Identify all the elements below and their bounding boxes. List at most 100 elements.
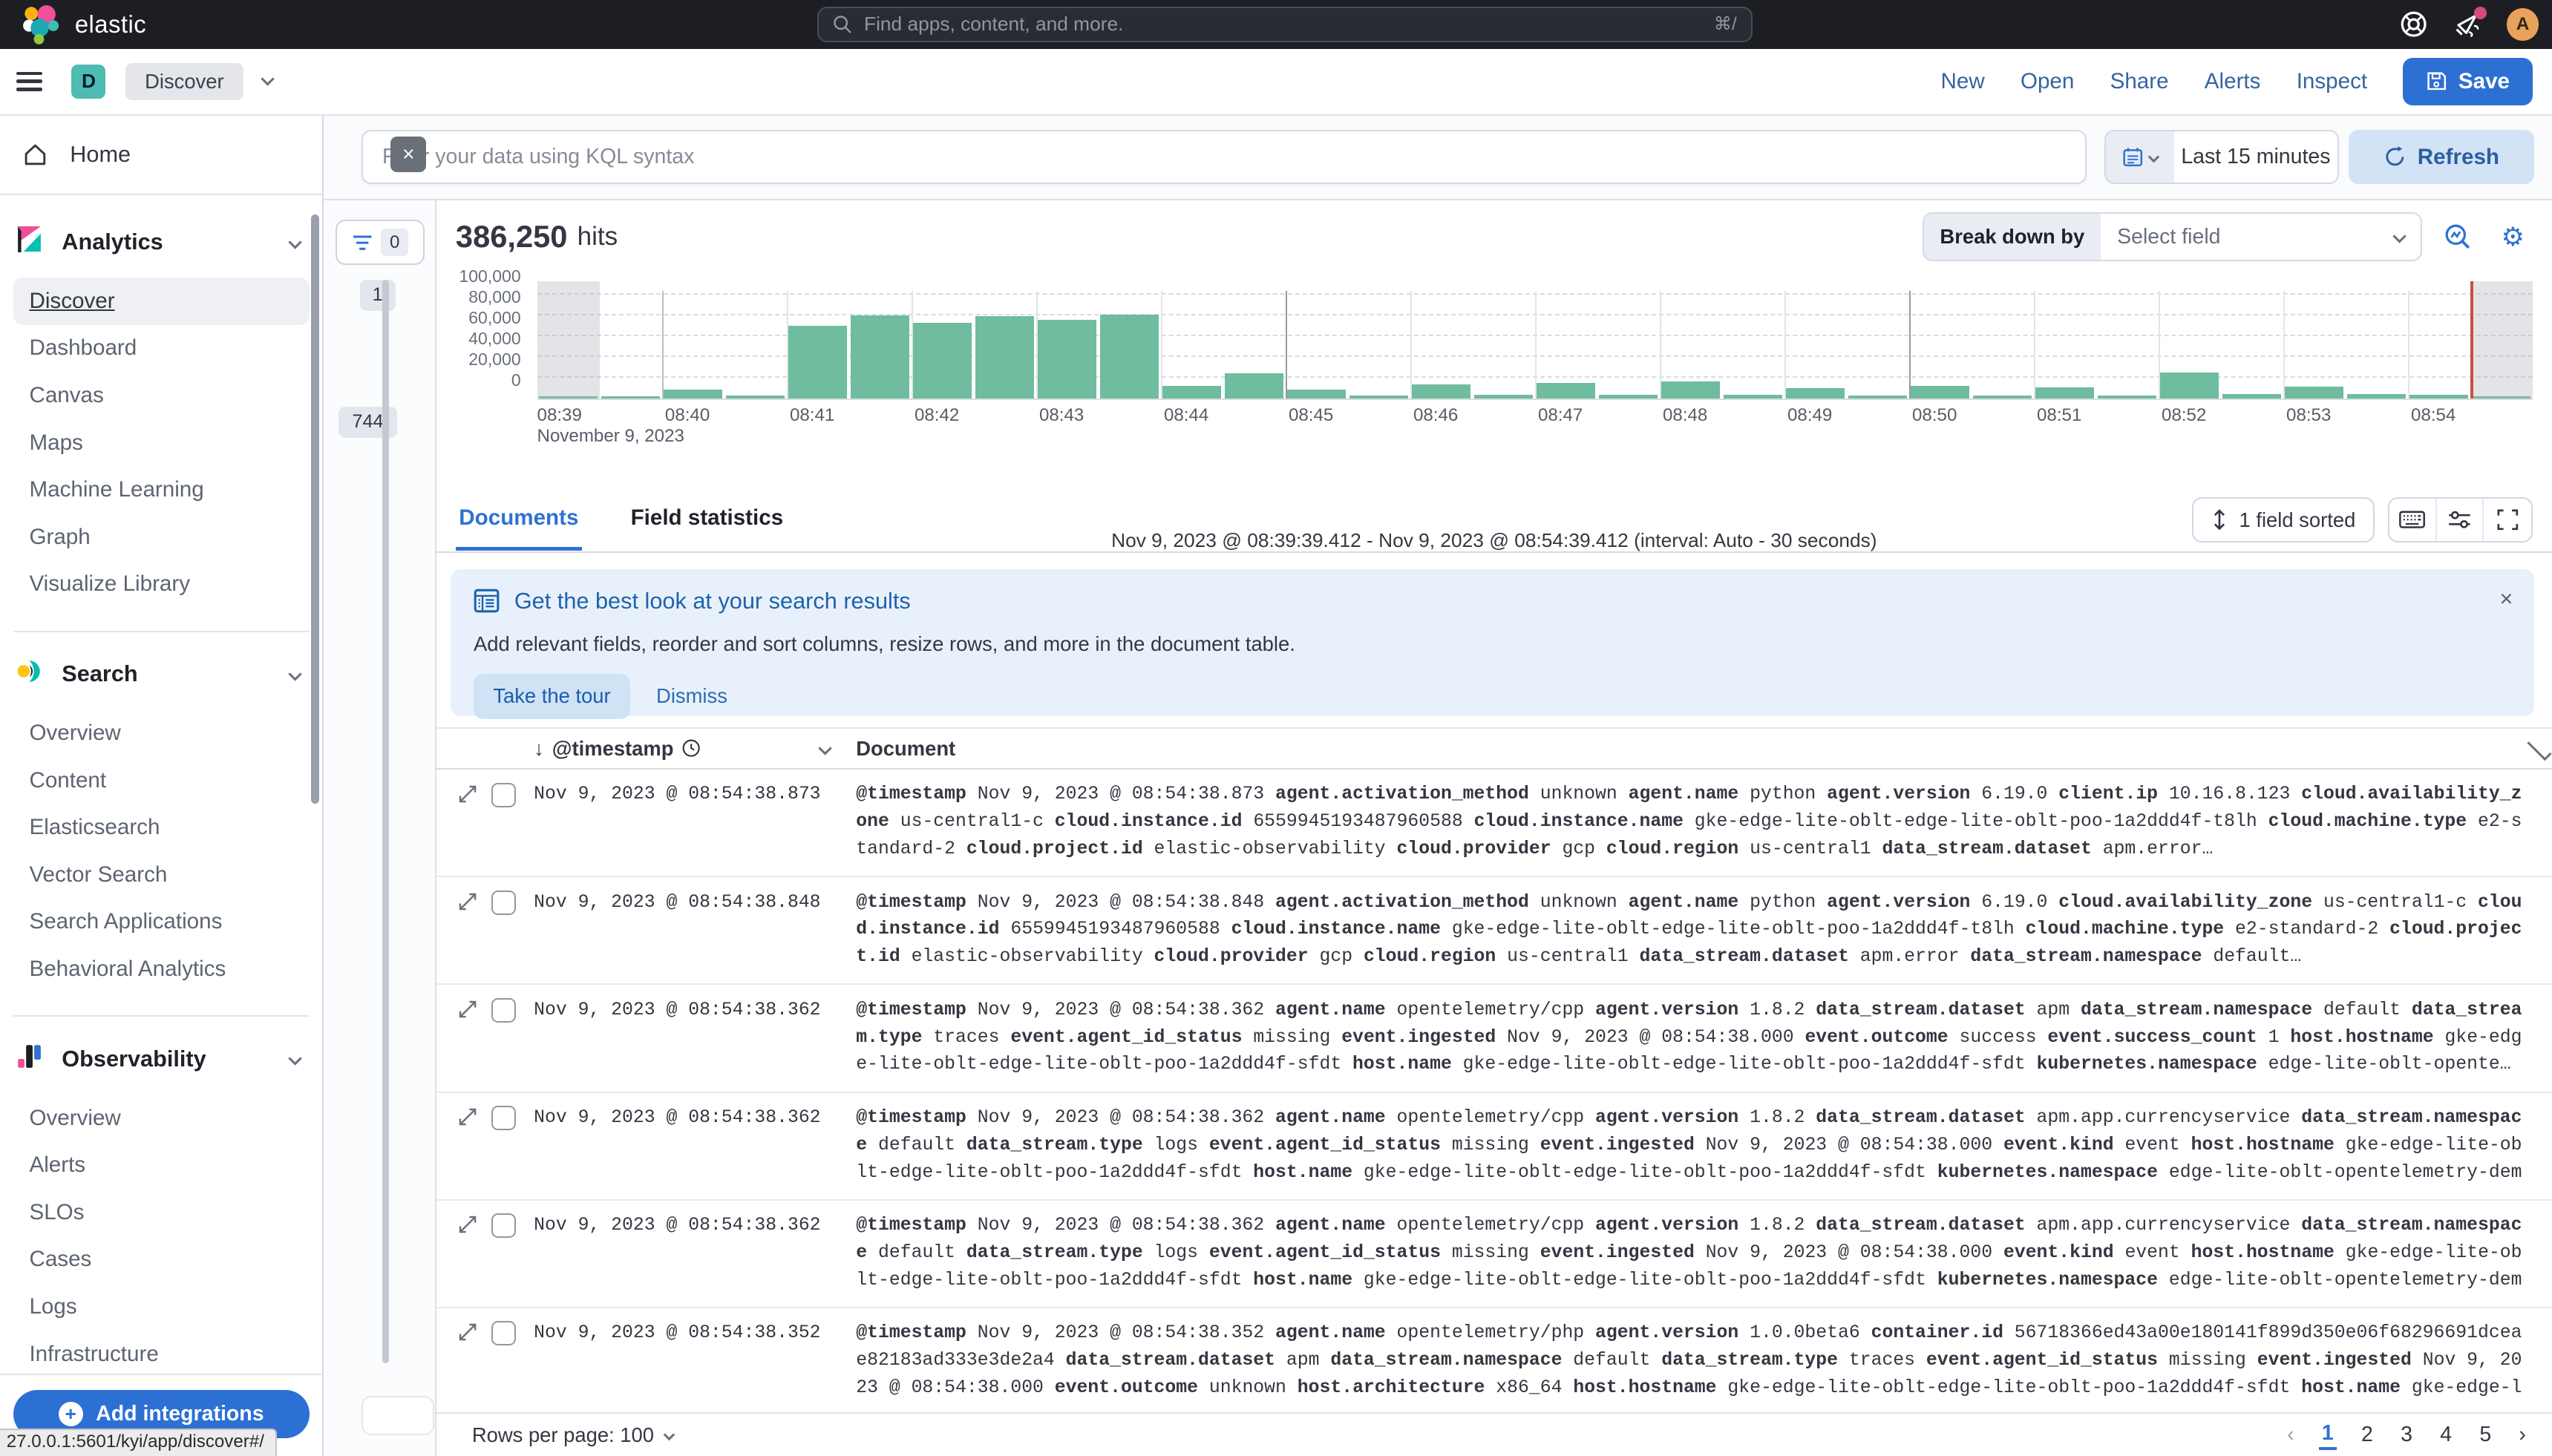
row-document-summary[interactable]: @timestamp Nov 9, 2023 @ 08:54:38.873 ag…: [856, 784, 2522, 860]
time-range-button[interactable]: Last 15 minutes: [2174, 131, 2337, 182]
timestamp-column-header[interactable]: ↓ @timestamp: [534, 737, 856, 761]
sidebar-item-machine-learning[interactable]: Machine Learning: [29, 477, 204, 502]
sidebar-item-slos[interactable]: SLOs: [29, 1199, 85, 1224]
fields-panel-footer-box[interactable]: [361, 1396, 435, 1435]
toolbar-link-new[interactable]: New: [1940, 68, 1985, 94]
chart-bar[interactable]: [2159, 372, 2219, 399]
chart-bar[interactable]: [788, 326, 848, 399]
menu-hamburger-icon[interactable]: [16, 71, 42, 91]
chart-bar[interactable]: [1723, 394, 1783, 399]
chart-bar[interactable]: [912, 322, 972, 399]
row-checkbox[interactable]: [491, 782, 517, 807]
field-filter-button[interactable]: 0: [335, 219, 425, 266]
sidebar-item-dashboard[interactable]: Dashboard: [29, 335, 137, 361]
calendar-button[interactable]: [2106, 131, 2175, 183]
news-icon[interactable]: [2453, 6, 2487, 39]
document-column-header[interactable]: Document: [856, 736, 2552, 761]
refresh-button[interactable]: Refresh: [2348, 130, 2534, 184]
pagination-page-4[interactable]: 4: [2440, 1423, 2453, 1447]
sidebar-item-discover[interactable]: Discover: [13, 278, 310, 325]
pagination-next-icon[interactable]: ›: [2519, 1423, 2526, 1447]
sidebar-item-elasticsearch[interactable]: Elasticsearch: [29, 815, 160, 840]
pagination-page-2[interactable]: 2: [2360, 1423, 2373, 1447]
sidebar-item-vector-search[interactable]: Vector Search: [29, 862, 168, 887]
chart-bar[interactable]: [1162, 385, 1222, 399]
sidebar-item-content[interactable]: Content: [29, 767, 107, 793]
fields-panel-scrollbar[interactable]: [382, 280, 389, 1364]
toolbar-link-alerts[interactable]: Alerts: [2204, 68, 2261, 94]
chart-bar[interactable]: [1785, 387, 1845, 399]
row-checkbox[interactable]: [491, 1106, 517, 1130]
toolbar-link-inspect[interactable]: Inspect: [2296, 68, 2368, 94]
sidebar-item-overview[interactable]: Overview: [29, 1105, 121, 1130]
chart-plot-area[interactable]: [537, 281, 2533, 401]
chart-bar[interactable]: [1224, 373, 1284, 399]
timestamp-column-menu-icon[interactable]: [818, 741, 832, 755]
toolbar-link-share[interactable]: Share: [2110, 68, 2169, 94]
kql-search-input[interactable]: Filter your data using KQL syntax: [361, 130, 2087, 184]
tab-field-statistics[interactable]: Field statistics: [630, 505, 784, 531]
chart-bar[interactable]: [1910, 385, 1970, 399]
user-avatar[interactable]: A: [2506, 7, 2539, 41]
fullscreen-icon[interactable]: [2484, 499, 2531, 541]
chart-bar[interactable]: [2409, 395, 2469, 399]
rows-per-page-button[interactable]: Rows per page: 100: [472, 1423, 675, 1447]
row-document-summary[interactable]: @timestamp Nov 9, 2023 @ 08:54:38.362 ag…: [856, 1106, 2522, 1183]
sidebar-item-visualize-library[interactable]: Visualize Library: [29, 571, 191, 597]
chart-bar[interactable]: [725, 396, 785, 399]
sidebar-item-search-applications[interactable]: Search Applications: [29, 909, 223, 934]
sidebar-section-header-search[interactable]: Search: [13, 652, 310, 709]
expand-document-icon[interactable]: [459, 1107, 491, 1198]
help-icon[interactable]: [2399, 10, 2428, 39]
sidebar-item-canvas[interactable]: Canvas: [29, 383, 104, 408]
toolbar-link-open[interactable]: Open: [2020, 68, 2075, 94]
chart-bar[interactable]: [2222, 394, 2282, 399]
document-column-menu-icon[interactable]: [2527, 736, 2552, 761]
expand-document-icon[interactable]: [459, 1000, 491, 1091]
row-checkbox[interactable]: [491, 997, 517, 1023]
gear-icon[interactable]: ⚙: [2501, 222, 2525, 252]
pagination-previous-icon[interactable]: ‹: [2287, 1423, 2294, 1447]
keyboard-shortcuts-icon[interactable]: [2389, 498, 2437, 542]
elastic-logo[interactable]: elastic: [0, 3, 326, 45]
sidebar-item-infrastructure[interactable]: Infrastructure: [29, 1341, 159, 1366]
chart-bar[interactable]: [1411, 384, 1471, 399]
display-options-icon[interactable]: [2437, 498, 2484, 542]
row-checkbox[interactable]: [491, 890, 517, 915]
sidebar-item-home[interactable]: Home: [0, 116, 323, 196]
chart-bar[interactable]: [850, 315, 910, 399]
row-document-summary[interactable]: @timestamp Nov 9, 2023 @ 08:54:38.362 ag…: [856, 999, 2522, 1075]
sidebar-item-behavioral-analytics[interactable]: Behavioral Analytics: [29, 956, 226, 981]
chart-bar[interactable]: [1286, 389, 1347, 399]
sidebar-item-overview[interactable]: Overview: [29, 721, 121, 746]
chart-bar[interactable]: [2471, 396, 2531, 399]
field-sorted-button[interactable]: 1 field sorted: [2192, 496, 2375, 543]
chart-bar[interactable]: [975, 315, 1035, 399]
chart-bar[interactable]: [1099, 315, 1159, 399]
chart-bar[interactable]: [1848, 396, 1908, 399]
chart-bar[interactable]: [1598, 394, 1658, 399]
sidebar-item-logs[interactable]: Logs: [29, 1293, 77, 1319]
sidebar-scrollbar[interactable]: [310, 214, 319, 804]
save-button[interactable]: Save: [2403, 57, 2533, 105]
chart-bar[interactable]: [538, 396, 598, 399]
space-badge[interactable]: D: [71, 64, 106, 99]
expand-document-icon[interactable]: [459, 1323, 491, 1413]
chart-bar[interactable]: [1349, 396, 1409, 399]
row-document-summary[interactable]: @timestamp Nov 9, 2023 @ 08:54:38.848 ag…: [856, 891, 2522, 968]
chart-bar[interactable]: [601, 396, 661, 399]
expand-document-icon[interactable]: [459, 1215, 491, 1306]
sidebar-item-alerts[interactable]: Alerts: [29, 1152, 86, 1178]
edit-visualization-icon[interactable]: [2438, 217, 2478, 257]
sidebar-item-cases[interactable]: Cases: [29, 1247, 92, 1272]
chart-bar[interactable]: [1536, 383, 1596, 399]
pagination-page-3[interactable]: 3: [2401, 1423, 2412, 1447]
chart-bar[interactable]: [1972, 396, 2032, 399]
row-checkbox[interactable]: [491, 1321, 517, 1346]
chart-bar[interactable]: [2346, 394, 2407, 399]
take-tour-button[interactable]: Take the tour: [474, 673, 630, 720]
close-icon[interactable]: ×: [390, 137, 427, 173]
chart-bar[interactable]: [1037, 319, 1097, 399]
callout-close-icon[interactable]: ×: [2499, 586, 2513, 612]
global-search-input[interactable]: Find apps, content, and more. ⌘/: [817, 6, 1753, 42]
